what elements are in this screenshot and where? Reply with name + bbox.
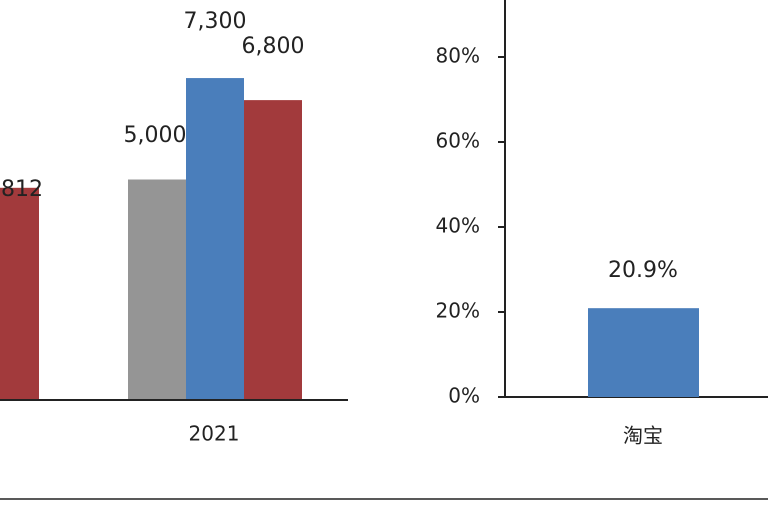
data-label: 812 <box>1 177 43 202</box>
bar-2021-s0 <box>128 179 186 400</box>
x-tick-label: 淘宝 <box>623 424 663 448</box>
y-tick-label: 40% <box>436 214 480 238</box>
bar-2021-s1 <box>186 78 244 400</box>
y-tick-label: 60% <box>436 129 480 153</box>
data-label: 20.9% <box>608 258 678 283</box>
bar-taobao <box>588 308 699 397</box>
data-label: 6,800 <box>242 34 305 59</box>
data-label: 7,300 <box>184 9 247 34</box>
y-tick-label: 20% <box>436 299 480 323</box>
y-tick-label: 80% <box>436 44 480 68</box>
y-tick-label: 0% <box>448 384 480 408</box>
bar-prev-s2 <box>0 187 39 400</box>
bar-2021-s2 <box>244 100 302 401</box>
x-tick-label: 2021 <box>189 422 240 446</box>
right-bar-chart: 0% 20% 40% 60% 80% 20.9% 淘宝 <box>436 0 768 448</box>
data-label: 5,000 <box>124 123 187 148</box>
